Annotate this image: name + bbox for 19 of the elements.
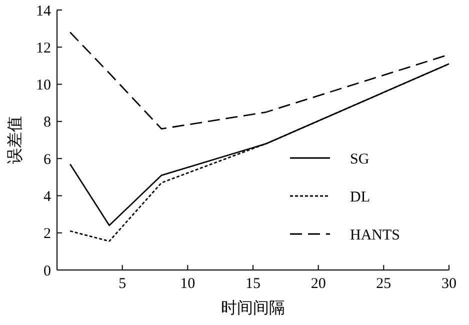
legend-label: DL [350, 189, 370, 206]
x-tick-label: 15 [246, 276, 260, 292]
y-tick-label: 12 [36, 40, 51, 56]
x-axis-title: 时间间隔 [221, 298, 285, 317]
x-tick-label: 25 [376, 276, 392, 292]
y-tick-label: 14 [36, 3, 52, 20]
y-axis-title: 误差值 [5, 116, 24, 164]
legend-label: SG [350, 151, 370, 168]
legend-label: HANTS [350, 227, 400, 244]
x-tick-label: 30 [442, 276, 456, 292]
x-tick-label: 10 [180, 276, 196, 292]
x-tick-label: 5 [118, 276, 126, 292]
y-tick-label: 4 [44, 188, 52, 205]
y-tick-label: 8 [44, 114, 51, 131]
y-tick-label: 6 [44, 152, 52, 168]
y-tick-label: 0 [44, 263, 51, 280]
y-tick-label: 2 [44, 226, 51, 242]
y-tick-label: 10 [36, 78, 51, 94]
x-tick-label: 20 [310, 276, 326, 292]
